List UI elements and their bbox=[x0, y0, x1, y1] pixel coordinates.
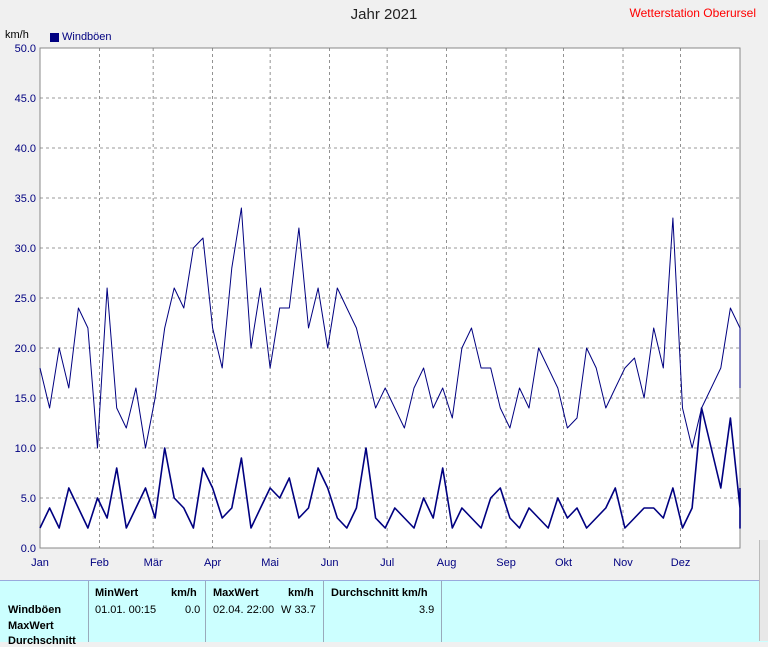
y-tick-label-1: 5.0 bbox=[21, 493, 36, 505]
x-tick-label-feb: Feb bbox=[90, 557, 109, 569]
x-tick-label-jun: Jun bbox=[321, 557, 339, 569]
row-label-windboeen: Windböen bbox=[8, 604, 62, 616]
max-value: W 33.7 bbox=[281, 604, 316, 616]
chart-title: Jahr 2021 bbox=[350, 6, 418, 23]
avg-column: Durchschnitt km/h 3.9 bbox=[323, 581, 441, 642]
x-tick-label-mai: Mai bbox=[261, 557, 279, 569]
min-datetime: 01.01. 00:15 bbox=[95, 604, 157, 616]
min-column: MinWert km/h 01.01. 00:15 0.0 bbox=[88, 581, 205, 642]
x-tick-label-dez: Dez bbox=[671, 557, 691, 569]
x-tick-label-aug: Aug bbox=[437, 557, 457, 569]
min-value: 0.0 bbox=[185, 604, 201, 616]
legend: Windböen bbox=[50, 31, 112, 43]
grid-lines bbox=[40, 48, 740, 548]
station-name: Wetterstation Oberursel bbox=[629, 6, 757, 20]
y-tick-label-2: 10.0 bbox=[15, 443, 36, 455]
y-tick-label-9: 45.0 bbox=[15, 93, 36, 105]
row-label-maxwert: MaxWert bbox=[8, 620, 54, 632]
series-layer bbox=[39, 207, 741, 529]
series-line-windboeen-lower bbox=[39, 407, 741, 529]
y-tick-label-8: 40.0 bbox=[15, 143, 36, 155]
legend-label: Windböen bbox=[62, 31, 112, 43]
panel-scrollbar[interactable] bbox=[759, 540, 768, 641]
x-tick-label-jul: Jul bbox=[380, 557, 394, 569]
avg-value: 3.9 bbox=[419, 604, 435, 616]
max-unit: km/h bbox=[288, 587, 314, 599]
x-tick-label-apr: Apr bbox=[204, 557, 221, 569]
x-tick-label-jan: Jan bbox=[31, 557, 49, 569]
y-tick-label-3: 15.0 bbox=[15, 393, 36, 405]
max-header: MaxWert bbox=[213, 587, 259, 599]
y-tick-label-5: 25.0 bbox=[15, 293, 36, 305]
y-ticks: 0.0 5.0 10.0 15.0 20.0 25.0 30.0 35.0 40.0 45.0 50… bbox=[15, 43, 36, 555]
x-ticks: Jan Feb Mär Apr Mai Jun Jul Aug Sep Okt Nov Dez bbox=[31, 557, 690, 569]
y-tick-label-10: 50.0 bbox=[15, 43, 36, 55]
max-datetime: 02.04. 22:00 bbox=[213, 604, 275, 616]
min-unit: km/h bbox=[171, 587, 197, 599]
x-tick-label-mär: Mär bbox=[144, 557, 163, 569]
series-line-windboeen-upper bbox=[39, 207, 741, 449]
y-tick-label-4: 20.0 bbox=[15, 343, 36, 355]
x-tick-label-nov: Nov bbox=[613, 557, 633, 569]
x-tick-label-okt: Okt bbox=[555, 557, 572, 569]
panel-divider bbox=[441, 581, 442, 642]
avg-header: Durchschnitt km/h bbox=[331, 587, 428, 599]
y-axis-unit: km/h bbox=[5, 29, 29, 41]
legend-swatch bbox=[50, 32, 59, 42]
y-tick-label-6: 30.0 bbox=[15, 243, 36, 255]
y-tick-label-0: 0.0 bbox=[21, 543, 36, 555]
x-tick-label-sep: Sep bbox=[496, 557, 516, 569]
y-tick-label-7: 35.0 bbox=[15, 193, 36, 205]
min-header: MinWert bbox=[95, 587, 139, 599]
row-label-durchschnitt: Durchschnitt bbox=[8, 635, 76, 647]
chart: 0.0 5.0 10.0 15.0 20.0 25.0 30.0 35.0 40.0 45.0 50… bbox=[15, 43, 741, 569]
max-column: MaxWert km/h 02.04. 22:00 W 33.7 bbox=[205, 581, 323, 642]
stats-panel: Windböen MaxWert Durchschnitt MinWert km… bbox=[0, 580, 768, 647]
